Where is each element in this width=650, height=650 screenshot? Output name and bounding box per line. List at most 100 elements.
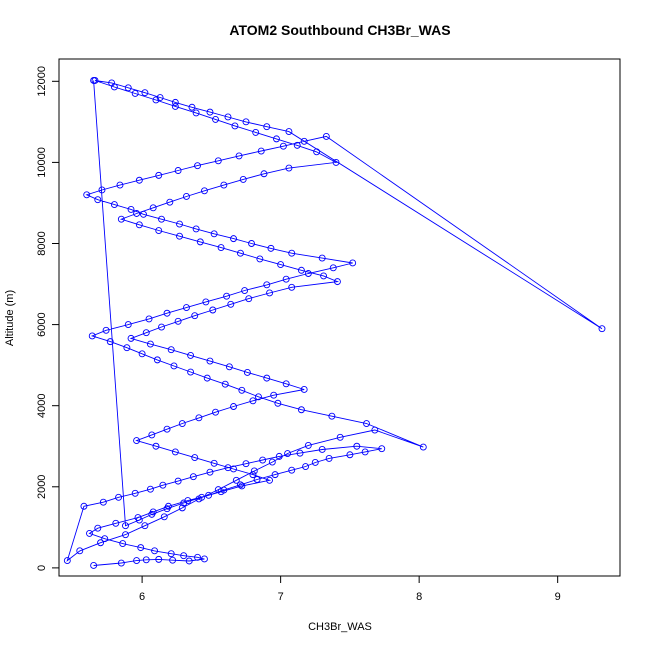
data-point <box>101 535 109 543</box>
data-point <box>141 89 149 97</box>
data-point <box>304 270 312 277</box>
data-point <box>97 539 105 547</box>
data-point <box>267 244 275 252</box>
data-point <box>300 386 308 393</box>
data-point <box>320 272 328 280</box>
data-point <box>242 118 250 126</box>
data-point <box>419 443 427 451</box>
data-point <box>232 476 240 484</box>
data-point <box>214 157 222 165</box>
data-point <box>138 350 146 358</box>
data-point <box>221 380 229 388</box>
data-point <box>182 304 190 312</box>
y-tick-label: 8000 <box>36 231 48 255</box>
data-point <box>76 547 84 555</box>
data-point <box>196 238 204 246</box>
data-point <box>318 446 326 453</box>
data-point <box>191 454 199 462</box>
data-point <box>239 175 247 183</box>
data-point <box>180 552 188 560</box>
data-point <box>124 84 132 92</box>
data-point <box>169 556 177 564</box>
data-point <box>263 123 271 131</box>
data-point <box>192 109 200 117</box>
data-point <box>300 137 308 145</box>
data-point <box>332 158 340 166</box>
data-point <box>124 321 132 329</box>
data-point <box>110 201 118 209</box>
data-point <box>200 555 208 563</box>
data-point <box>155 171 163 179</box>
data-point <box>158 323 165 331</box>
data-point <box>288 466 296 474</box>
data-point <box>167 550 175 558</box>
data-point <box>263 374 271 382</box>
data-point <box>242 460 250 468</box>
y-tick-label: 4000 <box>36 393 48 417</box>
data-point <box>241 287 249 294</box>
data-point <box>115 493 123 501</box>
data-point <box>329 264 337 272</box>
data-point <box>112 519 120 527</box>
data-point <box>90 77 98 84</box>
data-point <box>90 562 98 569</box>
data-point <box>171 448 179 456</box>
y-tick-label: 10000 <box>36 147 48 178</box>
data-point <box>318 254 326 262</box>
data-point <box>149 204 157 212</box>
data-point <box>137 544 145 552</box>
data-point <box>98 186 106 194</box>
data-point <box>178 420 186 427</box>
data-point <box>63 557 71 565</box>
data-point <box>106 338 114 346</box>
data-point <box>220 181 228 189</box>
data-point <box>180 499 188 507</box>
data-point <box>185 557 193 565</box>
data-point <box>163 425 171 433</box>
data-point <box>274 399 282 407</box>
data-point <box>252 128 260 136</box>
x-tick-label: 9 <box>555 591 561 603</box>
data-point <box>170 362 178 370</box>
data-point <box>209 306 217 314</box>
data-point <box>325 454 333 462</box>
data-point <box>237 481 244 489</box>
data-point <box>293 141 301 149</box>
data-point <box>110 83 118 91</box>
data-point <box>123 344 131 352</box>
data-point <box>296 449 304 457</box>
data-point <box>311 459 319 466</box>
data-point <box>205 491 213 499</box>
data-point <box>225 363 233 371</box>
y-tick-label: 2000 <box>36 475 48 499</box>
data-point <box>127 205 135 213</box>
data-point <box>322 132 330 140</box>
data-point <box>235 152 243 160</box>
data-point <box>152 96 160 104</box>
data-point <box>133 210 141 217</box>
y-axis: 0 2000 4000 6000 8000 10000 12000 <box>36 66 60 571</box>
data-point <box>163 309 171 317</box>
data-point <box>231 122 239 130</box>
data-point <box>223 292 231 300</box>
y-tick-label: 12000 <box>36 66 48 97</box>
data-point <box>210 459 218 467</box>
data-point <box>268 458 276 466</box>
data-point <box>349 259 357 267</box>
data-point <box>163 505 171 513</box>
data-point <box>237 249 244 257</box>
data-point <box>182 193 190 200</box>
data-point <box>328 412 336 420</box>
data-point <box>176 232 183 240</box>
data-point <box>151 547 159 555</box>
data-point <box>243 368 251 376</box>
data-point <box>346 451 354 459</box>
data-point <box>253 476 261 483</box>
data-point <box>167 346 175 354</box>
data-point <box>133 557 141 565</box>
data-point <box>257 147 265 155</box>
data-point <box>174 477 182 485</box>
data-point <box>255 393 262 401</box>
data-point <box>273 135 280 143</box>
